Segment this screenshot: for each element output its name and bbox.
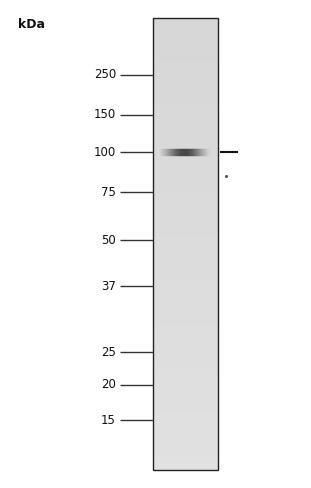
Text: 37: 37 <box>101 280 116 292</box>
Text: 250: 250 <box>94 68 116 81</box>
Text: 20: 20 <box>101 379 116 391</box>
Bar <box>153 18 218 470</box>
Text: 150: 150 <box>94 108 116 122</box>
Text: 15: 15 <box>101 413 116 427</box>
Text: 75: 75 <box>101 185 116 199</box>
Text: kDa: kDa <box>18 18 45 31</box>
Text: 50: 50 <box>101 233 116 246</box>
Text: 25: 25 <box>101 346 116 359</box>
Text: 100: 100 <box>94 145 116 159</box>
